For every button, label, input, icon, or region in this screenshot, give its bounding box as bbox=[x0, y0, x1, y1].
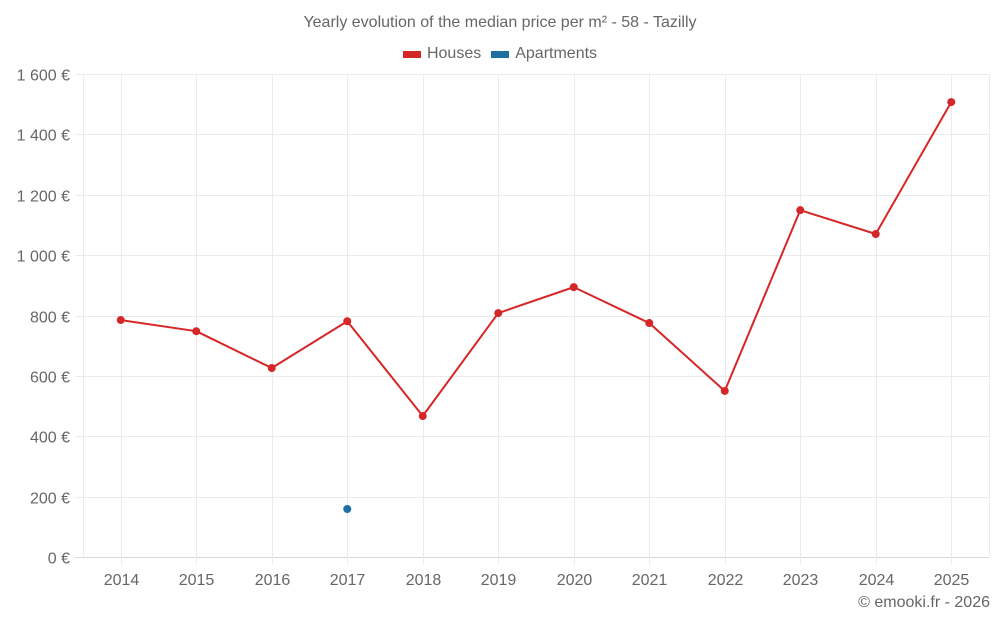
y-tick-label: 1 200 € bbox=[17, 189, 70, 206]
y-tick-label: 1 400 € bbox=[17, 128, 70, 145]
x-tick-label: 2020 bbox=[557, 572, 593, 589]
houses-data-point[interactable] bbox=[192, 327, 201, 336]
legend: Houses Apartments bbox=[0, 45, 1000, 63]
copyright-credit: © emooki.fr - 2026 bbox=[858, 594, 990, 611]
houses-data-point[interactable] bbox=[645, 319, 654, 328]
legend-item-apartments[interactable]: Apartments bbox=[491, 45, 597, 63]
houses-data-point[interactable] bbox=[267, 364, 276, 373]
x-tick-label: 2019 bbox=[481, 572, 517, 589]
x-tick-label: 2015 bbox=[179, 572, 215, 589]
houses-line bbox=[120, 101, 953, 418]
x-tick-label: 2018 bbox=[406, 572, 442, 589]
houses-data-point[interactable] bbox=[494, 309, 503, 318]
y-tick-label: 1 000 € bbox=[17, 249, 70, 266]
houses-data-point[interactable] bbox=[418, 412, 427, 421]
chart-title: Yearly evolution of the median price per… bbox=[303, 14, 697, 31]
y-axis: 0 € 200 € 400 € 600 € 800 € 1 000 € 1 200 € 1 4… bbox=[17, 68, 70, 568]
x-tick-label: 2023 bbox=[783, 572, 819, 589]
x-tick-label: 2024 bbox=[859, 572, 895, 589]
x-tick-label: 2014 bbox=[104, 572, 140, 589]
x-tick-label: 2021 bbox=[632, 572, 668, 589]
series-layer bbox=[116, 98, 956, 514]
gridlines bbox=[75, 74, 990, 565]
y-tick-label: 400 € bbox=[30, 430, 70, 447]
houses-data-point[interactable] bbox=[343, 317, 352, 326]
x-tick-label: 2017 bbox=[330, 572, 366, 589]
legend-label-apartments: Apartments bbox=[515, 45, 598, 62]
houses-data-point[interactable] bbox=[116, 316, 125, 325]
legend-item-houses[interactable]: Houses bbox=[402, 45, 482, 63]
houses-data-point[interactable] bbox=[569, 283, 578, 292]
legend-label-houses: Houses bbox=[426, 45, 482, 62]
x-axis: 2014 2015 2016 2017 2018 2019 2020 2021 2022 2023… bbox=[104, 572, 970, 589]
apartments-swatch-icon bbox=[491, 50, 510, 58]
apartments-data-point[interactable] bbox=[343, 505, 352, 514]
x-tick-label: 2025 bbox=[934, 572, 970, 589]
y-tick-label: 200 € bbox=[30, 491, 70, 508]
houses-data-point[interactable] bbox=[720, 386, 729, 395]
y-tick-label: 1 600 € bbox=[17, 68, 70, 85]
x-tick-label: 2016 bbox=[255, 572, 291, 589]
houses-data-point[interactable] bbox=[796, 206, 805, 215]
houses-data-point[interactable] bbox=[871, 229, 880, 238]
x-tick-label: 2022 bbox=[708, 572, 744, 589]
houses-data-point[interactable] bbox=[947, 98, 956, 107]
y-tick-label: 800 € bbox=[30, 310, 70, 327]
y-tick-label: 0 € bbox=[48, 551, 70, 568]
y-tick-label: 600 € bbox=[30, 370, 70, 387]
houses-swatch-icon bbox=[402, 50, 421, 58]
